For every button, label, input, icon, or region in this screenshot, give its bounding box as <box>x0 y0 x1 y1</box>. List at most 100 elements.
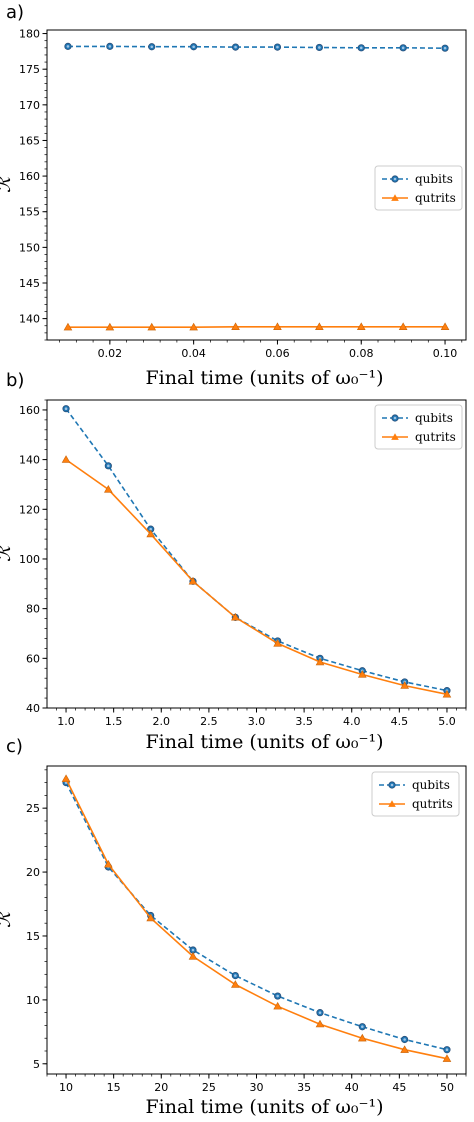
legend-marker-qutrits <box>391 433 399 440</box>
y-tick-label: 150 <box>19 241 40 254</box>
data-point-center-qubits <box>359 46 363 50</box>
legend-marker-center-qubits <box>393 416 397 420</box>
x-tick-label: 35 <box>297 1081 311 1094</box>
y-tick-label: 170 <box>19 99 40 112</box>
data-point-qutrits <box>398 322 408 330</box>
y-tick-label: 100 <box>19 553 40 566</box>
data-point-qutrits <box>61 455 71 463</box>
legend-marker-center-qubits <box>390 783 394 787</box>
y-tick-label: 155 <box>19 206 40 219</box>
data-point-center-qubits <box>108 45 112 48</box>
x-tick-label: 45 <box>392 1081 406 1094</box>
x-tick-label: 2.0 <box>153 715 171 728</box>
y-tick-label: 140 <box>19 454 40 467</box>
legend-marker-center-qubits <box>393 177 397 181</box>
data-point-center-qubits <box>318 1011 322 1014</box>
y-tick-label: 60 <box>26 652 40 665</box>
y-axis-label: ℛ <box>0 910 15 928</box>
data-point-qutrits <box>231 612 240 621</box>
y-tick-label: 145 <box>19 277 40 290</box>
data-point-center-qubits <box>66 45 70 48</box>
legend: qubits qutrits <box>374 404 463 450</box>
legend-marker-qutrits <box>388 800 396 807</box>
legend: qubits qutrits <box>371 771 460 817</box>
series-line-qubits <box>65 408 448 692</box>
legend-label-qutrits: qutrits <box>415 430 456 444</box>
data-point-qutrits <box>146 529 156 538</box>
panel-label: a) <box>6 2 24 23</box>
data-point-qutrits <box>315 657 325 666</box>
y-tick-label: 160 <box>19 170 40 183</box>
y-tick-label: 120 <box>19 503 40 516</box>
x-tick-label: 10 <box>59 1081 73 1094</box>
x-tick-label: 25 <box>202 1081 216 1094</box>
data-point-center-qubits <box>150 45 154 49</box>
x-tick-label: 3.5 <box>295 715 313 728</box>
series-line-qubits <box>68 45 446 49</box>
data-point-qutrits <box>231 980 240 988</box>
data-point-center-qubits <box>403 1038 406 1041</box>
legend: qubits qutrits <box>374 165 463 211</box>
y-tick-label: 25 <box>26 802 40 815</box>
y-tick-label: 5 <box>33 1058 40 1071</box>
data-point-qutrits <box>104 860 113 868</box>
panel-label: c) <box>6 736 23 757</box>
data-point-center-qubits <box>276 45 279 49</box>
chart-panel-3: c) 5 10 15 20 25 10 15 20 25 30 35 40 45 50 Final time … <box>0 736 467 1118</box>
data-point-qutrits <box>357 1033 367 1042</box>
y-tick-label: 165 <box>19 134 40 147</box>
data-point-qutrits <box>273 1001 282 1010</box>
x-axis-label: Final time (units of ω₀⁻¹) <box>145 731 383 753</box>
x-tick-label: 0.06 <box>265 347 290 360</box>
x-tick-label: 0.04 <box>181 347 206 360</box>
data-point-qutrits <box>63 322 73 331</box>
data-point-center-qubits <box>445 1048 449 1052</box>
data-point-center-qubits <box>443 46 447 50</box>
data-point-qutrits <box>188 576 198 585</box>
y-tick-label: 160 <box>19 404 40 417</box>
x-tick-label: 15 <box>107 1081 121 1094</box>
panel-label: b) <box>6 370 24 391</box>
x-tick-label: 0.10 <box>433 347 458 360</box>
data-point-center-qubits <box>192 45 195 49</box>
data-point-qutrits <box>315 1019 325 1028</box>
x-tick-label: 0.02 <box>98 347 123 360</box>
data-point-qutrits <box>61 774 71 782</box>
legend-label-qutrits: qutrits <box>415 191 456 205</box>
data-point-center-qubits <box>234 45 237 49</box>
data-point-qutrits <box>146 913 156 922</box>
y-tick-label: 40 <box>26 702 40 715</box>
chart-panel-2: b) 40 60 80 100 120 140 160 1.0 1.5 2.0 2.5 3.0 3.5 4.… <box>0 370 467 753</box>
data-point-qutrits <box>442 689 452 698</box>
series-line-qubits <box>65 782 448 1051</box>
legend-label-qutrits: qutrits <box>412 797 453 811</box>
data-point-center-qubits <box>276 994 279 998</box>
x-tick-label: 5.0 <box>438 715 456 728</box>
legend-label-qubits: qubits <box>412 778 450 792</box>
x-tick-label: 40 <box>345 1081 359 1094</box>
data-point-qutrits <box>104 485 113 493</box>
x-tick-label: 3.0 <box>248 715 266 728</box>
data-point-qutrits <box>400 681 409 689</box>
data-point-qutrits <box>357 670 367 678</box>
x-tick-label: 30 <box>250 1081 264 1094</box>
data-point-center-qubits <box>318 46 321 49</box>
x-tick-label: 20 <box>154 1081 168 1094</box>
data-point-qutrits <box>147 322 157 331</box>
data-point-qutrits <box>188 952 198 960</box>
y-tick-label: 140 <box>19 313 40 326</box>
y-axis-label: ℛ <box>0 175 15 193</box>
data-point-qutrits <box>273 322 282 330</box>
data-point-qutrits <box>440 322 450 330</box>
x-tick-label: 1.5 <box>105 715 123 728</box>
legend-label-qubits: qubits <box>415 411 453 425</box>
legend-marker-qutrits <box>391 194 399 201</box>
x-tick-label: 1.0 <box>57 715 75 728</box>
y-tick-label: 80 <box>26 603 40 616</box>
plot-frame <box>46 29 467 341</box>
y-tick-label: 15 <box>26 930 40 943</box>
series-line-qutrits <box>65 778 448 1060</box>
data-point-center-qubits <box>234 974 237 977</box>
data-point-center-qubits <box>401 46 405 50</box>
